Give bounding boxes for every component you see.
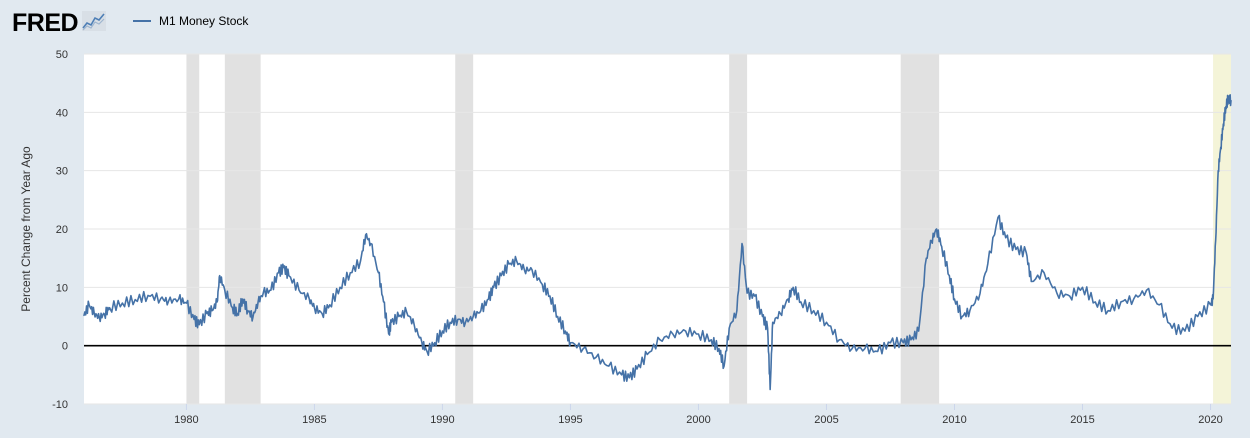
y-tick-label: 20 — [56, 224, 68, 236]
fred-logo[interactable]: FRED — [12, 9, 107, 37]
chart-area: -10 0 10 20 30 40 50 1980 1985 1990 1995 2000 2005 2… — [0, 46, 1250, 438]
fred-chart-mark-icon — [82, 10, 107, 36]
x-tick-label: 1980 — [174, 414, 198, 426]
x-tick-label: 2015 — [1070, 414, 1094, 426]
y-tick-label: -10 — [52, 399, 68, 411]
x-tick-label: 2020 — [1198, 414, 1222, 426]
line-chart[interactable]: -10 0 10 20 30 40 50 1980 1985 1990 1995 2000 2005 2… — [0, 46, 1250, 438]
y-tick-label: 0 — [62, 341, 68, 353]
legend-series-swatch — [133, 20, 151, 22]
axis-titles: Percent Change from Year Ago — [19, 146, 33, 312]
x-tick-label: 1995 — [558, 414, 582, 426]
grid-layer — [84, 53, 1231, 405]
x-axis-ticks: 1980 1985 1990 1995 2000 2005 2010 2015 2020 — [174, 404, 1223, 426]
x-tick-label: 2000 — [686, 414, 710, 426]
fred-logo-text: FRED — [12, 9, 79, 37]
x-tick-label: 1985 — [302, 414, 326, 426]
y-axis-title: Percent Change from Year Ago — [19, 146, 33, 312]
series-layer — [83, 93, 1232, 391]
y-axis-ticks: -10 0 10 20 30 40 50 — [52, 49, 68, 411]
series-line-m1-money-stock — [83, 93, 1232, 391]
chart-header: FRED M1 Money Stock — [0, 0, 1250, 46]
y-tick-label: 40 — [56, 107, 68, 119]
legend-series-label: M1 Money Stock — [159, 14, 249, 28]
x-tick-label: 1990 — [430, 414, 454, 426]
y-tick-label: 50 — [56, 49, 68, 61]
y-tick-label: 30 — [56, 166, 68, 178]
chart-legend: M1 Money Stock — [133, 14, 248, 28]
x-tick-label: 2010 — [942, 414, 966, 426]
x-tick-label: 2005 — [814, 414, 838, 426]
y-tick-label: 10 — [56, 282, 68, 294]
